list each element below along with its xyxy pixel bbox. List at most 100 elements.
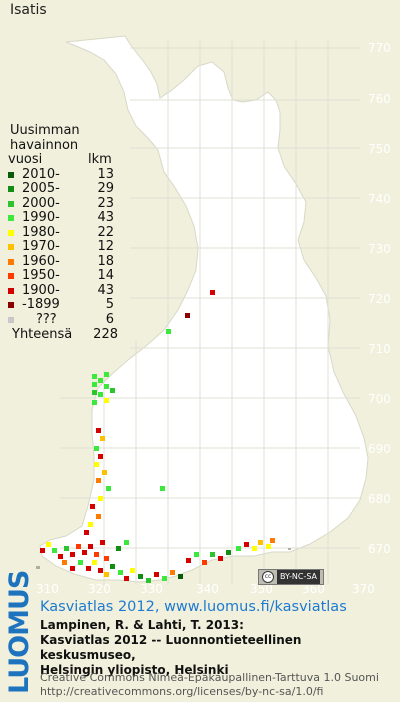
x-tick-label: 340 bbox=[196, 582, 219, 596]
record-square bbox=[104, 572, 109, 577]
legend-heading-3: vuosi lkm bbox=[8, 152, 118, 168]
luomus-logo: LUOMUS bbox=[4, 570, 35, 694]
record-square bbox=[98, 568, 103, 573]
record-square bbox=[46, 542, 51, 547]
legend-item-count: 22 bbox=[97, 224, 114, 240]
record-square bbox=[104, 372, 109, 377]
record-square bbox=[96, 428, 101, 433]
record-square bbox=[210, 290, 215, 295]
record-square bbox=[98, 454, 103, 459]
legend-item: 1960- 18 bbox=[8, 254, 118, 270]
x-tick-label: 370 bbox=[352, 582, 375, 596]
record-square bbox=[92, 400, 97, 405]
y-tick-label: 760 bbox=[368, 92, 391, 106]
citation-line-1: Lampinen, R. & Lahti, T. 2013: bbox=[40, 618, 244, 632]
legend-item-count: 12 bbox=[97, 239, 114, 254]
legend-swatch bbox=[8, 229, 14, 236]
record-square bbox=[130, 568, 135, 573]
y-tick-label: 720 bbox=[368, 292, 391, 306]
legend-heading-2: havainnon bbox=[10, 137, 79, 153]
record-square bbox=[96, 514, 101, 519]
legend-item: 1950- 14 bbox=[8, 268, 118, 284]
record-square bbox=[98, 496, 103, 501]
y-tick-label: 740 bbox=[368, 192, 391, 206]
y-tick-label: 700 bbox=[368, 392, 391, 406]
y-tick-label: 670 bbox=[368, 542, 391, 556]
y-tick-label: 680 bbox=[368, 492, 391, 506]
legend-item-count: 43 bbox=[97, 282, 114, 298]
record-square bbox=[88, 544, 93, 549]
record-square bbox=[106, 486, 111, 491]
record-square bbox=[236, 546, 241, 551]
record-square bbox=[70, 566, 75, 571]
legend-item: 1990- 43 bbox=[8, 210, 118, 226]
y-tick-label: 690 bbox=[368, 442, 391, 456]
record-square bbox=[266, 544, 271, 549]
record-square bbox=[104, 384, 109, 389]
cc-license-badge[interactable]: cc BY-NC-SA bbox=[258, 569, 324, 585]
x-tick-label: 350 bbox=[250, 582, 273, 596]
record-square bbox=[116, 546, 121, 551]
record-square bbox=[104, 556, 109, 561]
record-square bbox=[64, 546, 69, 551]
legend-item-label: 2005- bbox=[22, 181, 60, 196]
legend-item-label: 1980- bbox=[22, 224, 60, 240]
record-square bbox=[92, 374, 97, 379]
legend-item: 2000- 23 bbox=[8, 196, 118, 212]
record-square bbox=[92, 560, 97, 565]
legend-item: -1899 5 bbox=[8, 297, 118, 313]
coastline-edge bbox=[36, 548, 291, 569]
record-square bbox=[146, 578, 151, 583]
x-tick-label: 320 bbox=[88, 582, 111, 596]
legend-swatch bbox=[8, 215, 14, 222]
record-square bbox=[102, 470, 107, 475]
y-tick-label: 730 bbox=[368, 242, 391, 256]
x-tick-label: 360 bbox=[302, 582, 325, 596]
record-square bbox=[252, 546, 257, 551]
legend-total: Yhteensä 228 bbox=[8, 327, 118, 343]
record-square bbox=[124, 540, 129, 545]
legend-item-count: 13 bbox=[97, 166, 114, 182]
record-square bbox=[98, 378, 103, 383]
legend-swatch bbox=[8, 244, 14, 251]
record-square bbox=[82, 550, 87, 555]
species-title: Isatis bbox=[10, 2, 47, 18]
record-square bbox=[170, 570, 175, 575]
record-square bbox=[100, 540, 105, 545]
x-tick-label: 330 bbox=[140, 582, 163, 596]
legend-item: 2010- 13 bbox=[8, 166, 118, 183]
distribution-map: Isatis Uusimman havainnon vuosi lkm 2010… bbox=[8, 2, 391, 596]
observation-squares bbox=[40, 290, 275, 583]
legend-item: ??? 6 bbox=[8, 311, 118, 328]
record-square bbox=[118, 570, 123, 575]
kasviatlas-link[interactable]: Kasviatlas 2012, www.luomus.fi/kasviatla… bbox=[40, 599, 347, 615]
record-square bbox=[218, 556, 223, 561]
legend-item-label: -1899 bbox=[22, 297, 60, 312]
legend-swatch bbox=[8, 316, 14, 323]
record-square bbox=[40, 548, 45, 553]
cc-icon: cc bbox=[262, 571, 274, 583]
license-line-2[interactable]: http://creativecommons.org/licenses/by-n… bbox=[40, 685, 324, 698]
legend-item-count: 5 bbox=[105, 297, 114, 312]
legend-swatch bbox=[8, 200, 14, 207]
legend-count-heading: lkm bbox=[88, 152, 112, 167]
record-square bbox=[100, 436, 105, 441]
legend-item: 1900- 43 bbox=[8, 282, 118, 299]
legend-item: 2005- 29 bbox=[8, 181, 118, 197]
legend: Uusimman havainnon vuosi lkm 2010- 13 2005… bbox=[8, 123, 118, 343]
legend-item-count: 6 bbox=[105, 311, 114, 327]
record-square bbox=[70, 552, 75, 557]
record-square bbox=[94, 552, 99, 557]
record-square bbox=[185, 313, 190, 318]
finland-land bbox=[39, 35, 369, 583]
legend-swatch bbox=[8, 186, 14, 193]
citation: Lampinen, R. & Lahti, T. 2013: Kasviatla… bbox=[40, 618, 400, 678]
record-square bbox=[162, 576, 167, 581]
record-square bbox=[194, 552, 199, 557]
legend-swatch bbox=[8, 171, 14, 178]
record-square bbox=[96, 478, 101, 483]
y-tick-label: 770 bbox=[368, 41, 391, 55]
record-square bbox=[78, 560, 83, 565]
cc-badge-text: BY-NC-SA bbox=[277, 570, 321, 584]
record-square bbox=[258, 540, 263, 545]
